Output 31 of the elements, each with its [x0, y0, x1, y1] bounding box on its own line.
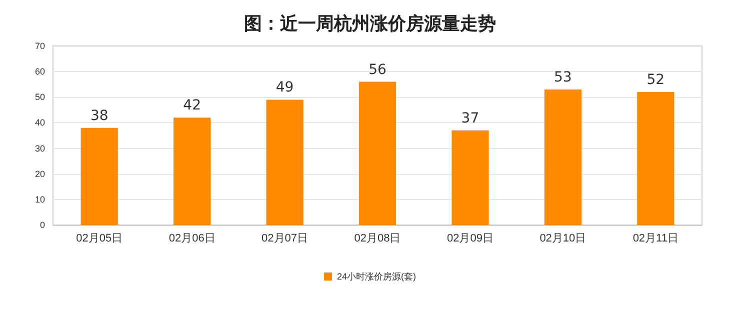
x-tick-label: 02月06日: [168, 232, 216, 244]
bar: [174, 118, 211, 225]
x-tick-label: 02月09日: [446, 232, 494, 244]
x-tick-label: 02月05日: [76, 232, 123, 244]
data-label: 56: [368, 62, 386, 78]
y-tick-label: 40: [34, 118, 45, 128]
y-tick-label: 0: [40, 220, 45, 230]
bar: [637, 92, 674, 225]
y-tick-label: 70: [34, 41, 45, 51]
chart-title: 图：近一周杭州涨价房源量走势: [244, 14, 496, 34]
x-tick-label: 02月10日: [540, 232, 586, 244]
x-tick-label: 02月07日: [262, 232, 308, 244]
y-tick-label: 20: [34, 168, 45, 179]
bar: [80, 128, 118, 225]
y-tick-label: 50: [34, 92, 45, 102]
y-tick-label: 10: [34, 194, 45, 204]
y-tick-label: 30: [34, 143, 45, 154]
data-label: 38: [90, 108, 108, 124]
x-tick-label: 02月08日: [354, 232, 401, 244]
legend-label: 24小时涨价房源(套): [337, 272, 416, 282]
data-label: 52: [646, 72, 665, 88]
x-tick-label: 02月11日: [632, 232, 678, 244]
data-label: 49: [276, 80, 294, 96]
bar: [544, 89, 582, 225]
y-tick-label: 60: [34, 66, 45, 77]
data-label: 53: [554, 69, 572, 86]
data-label: 42: [183, 98, 201, 114]
bar: [452, 130, 489, 225]
bar: [266, 100, 304, 225]
data-label: 37: [461, 110, 480, 126]
bar: [358, 82, 396, 225]
